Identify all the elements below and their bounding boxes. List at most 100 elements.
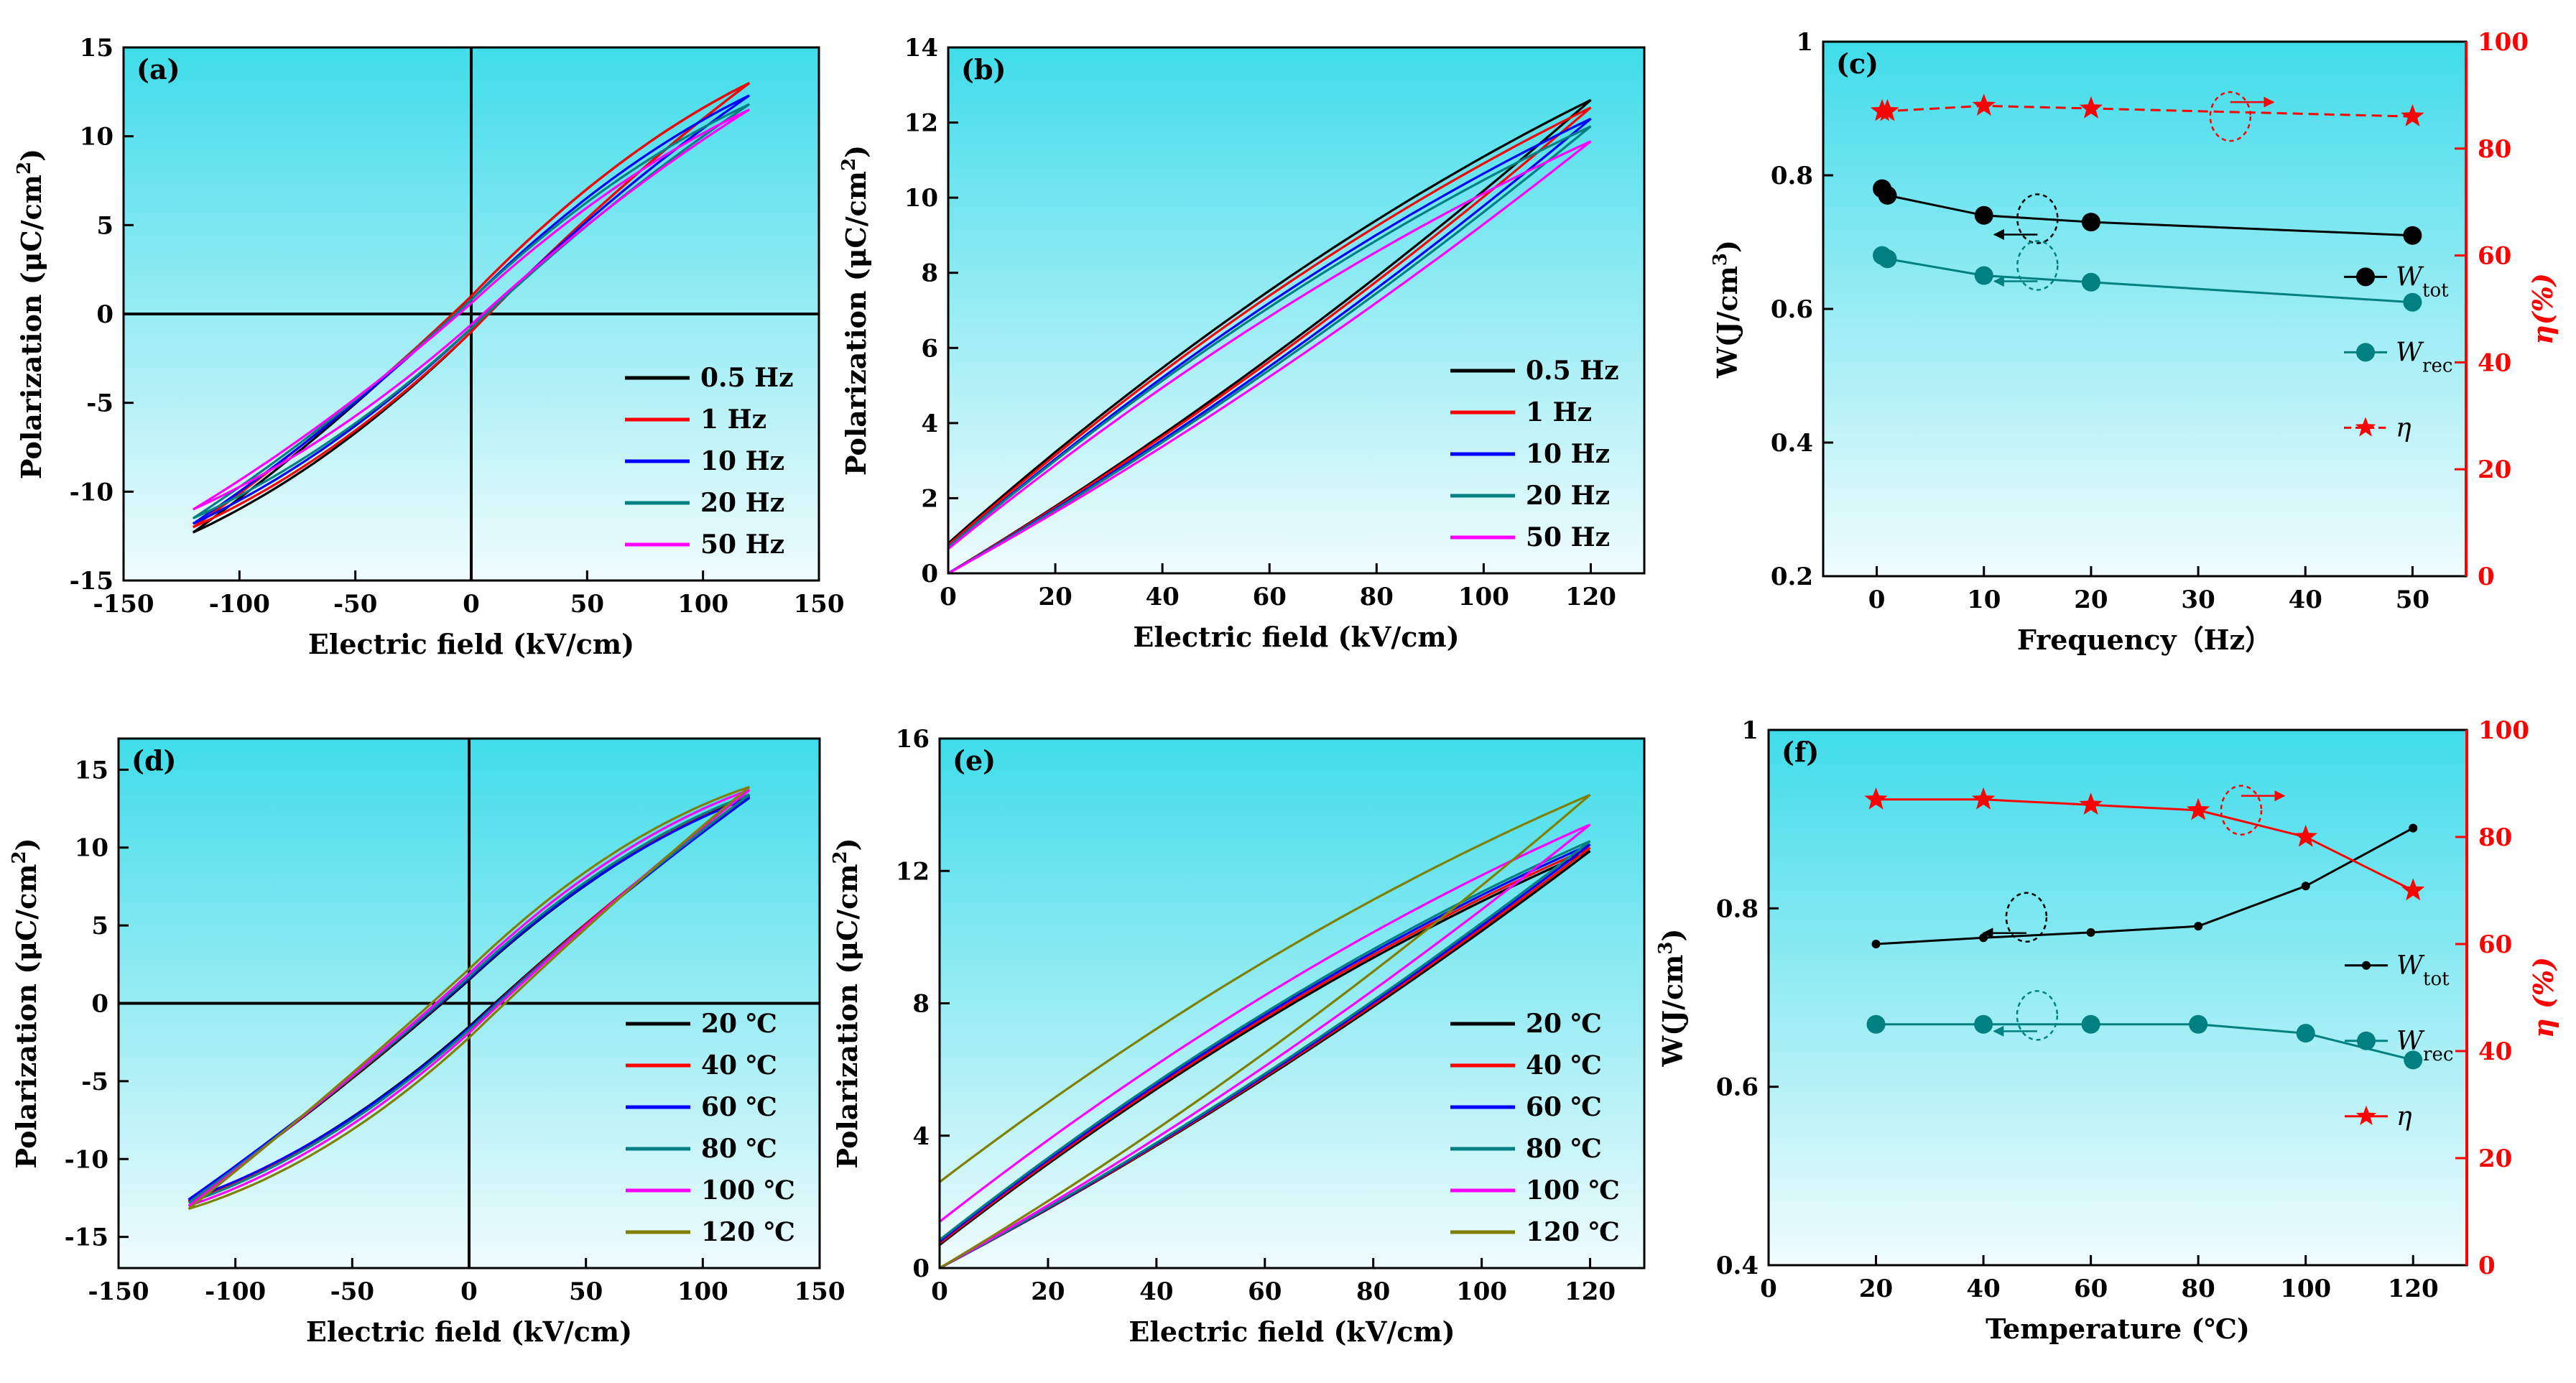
y-tick-label-12: 12 (904, 109, 938, 138)
legend-label-20: 20 ℃ (701, 1009, 777, 1039)
legend: 0.5 Hz 1 Hz 10 Hz 20 Hz 50 Hz (625, 363, 794, 560)
x-axis: 0 20 40 60 80 100 120 Electric field (kV/cm) (940, 563, 1616, 653)
series-line-Wtot (1876, 827, 2414, 945)
y-tick-label--5: -5 (86, 389, 113, 418)
x-tick-label-40: 40 (1145, 583, 1179, 611)
data-point-Wrec-4 (2403, 292, 2422, 312)
x-tick-label-20: 20 (2074, 586, 2108, 614)
series-line-100 (187, 788, 751, 1207)
legend: 20 ℃ 40 ℃ 60 ℃ 80 ℃ 100 ℃ 120 ℃ (626, 1009, 795, 1247)
series-line-Wrec (1876, 1023, 2414, 1061)
y-tick-label-0: 0 (91, 990, 108, 1019)
x-tick-label-120: 120 (2388, 1275, 2439, 1303)
y-axis-title: Polarization (μC/cm2) (838, 145, 872, 476)
y-tick-label--15: -15 (65, 1224, 108, 1252)
y-axis-title: Polarization (μC/cm2) (830, 838, 863, 1168)
data-point-Wtot-4 (2301, 882, 2310, 891)
indicator-circle (2005, 892, 2048, 943)
panel-label: (a) (136, 53, 180, 85)
y-axis-title: W(J/cm3) (1655, 929, 1689, 1068)
legend-marker (2362, 961, 2371, 970)
legend: 20 ℃ 40 ℃ 60 ℃ 80 ℃ 100 ℃ 120 ℃ (1450, 1009, 1620, 1247)
data-point--5 (2401, 878, 2425, 901)
x-axis: 0 20 40 60 80 100 120 Temperature (℃) (1760, 1255, 2439, 1345)
legend-label-1-Hz: 1 Hz (700, 404, 766, 435)
legend-label-: η (2396, 1102, 2412, 1132)
data-point--4 (2294, 825, 2317, 847)
plot-background (948, 47, 1644, 573)
plot-area (948, 98, 1592, 573)
x-tick-label-30: 30 (2181, 586, 2215, 614)
legend-marker (2356, 267, 2375, 287)
legend-marker (2355, 1105, 2377, 1125)
series-line-120 (187, 785, 751, 1211)
data-point-Wrec-5 (2404, 1050, 2423, 1070)
x-tick-label-120: 120 (1565, 583, 1616, 611)
x-tick-label-50: 50 (2396, 586, 2429, 614)
y-tick-label-0.8: 0.8 (1716, 894, 1759, 923)
series-line-100 (940, 823, 1591, 1268)
plot-area (192, 82, 751, 534)
y-axis: -15 -10 -5 0 5 10 15 Polarization (μC/cm2) (14, 34, 134, 596)
y-tick-label-8: 8 (921, 259, 938, 288)
x-axis-title: Temperature (℃) (1986, 1313, 2250, 1345)
legend-marker (2356, 343, 2375, 362)
x-tick-label-20: 20 (1859, 1275, 1893, 1303)
x-tick-label-20: 20 (1038, 583, 1072, 611)
y-axis: 0 2 4 6 8 10 12 14 Polarization (μC/cm2) (838, 34, 958, 588)
y-axis: 0 4 8 12 16 Polarization (μC/cm2) (830, 725, 950, 1283)
y-axis: 0.2 0.4 0.6 0.8 1 W(J/cm3) (1710, 28, 1833, 591)
x-tick-label-60: 60 (1253, 583, 1287, 611)
panel-label: (e) (953, 744, 996, 777)
series-line-50-Hz (948, 140, 1592, 573)
y-tick-label-16: 16 (896, 725, 930, 754)
series-line-80 (940, 840, 1591, 1268)
axis-indicators (1982, 785, 2286, 1041)
legend-label-60: 60 ℃ (1526, 1092, 1602, 1122)
y-tick-label-0: 0 (912, 1254, 930, 1283)
x-axis: -150 -100 -50 0 50 100 150 Electric field (kV/c… (93, 570, 844, 660)
y-axis: 0.4 0.6 0.8 1 W(J/cm3) (1655, 716, 1779, 1280)
right-tick-label-80: 80 (2478, 135, 2511, 164)
data-point-Wrec-4 (2296, 1024, 2315, 1043)
legend-label-20: 20 ℃ (1526, 1009, 1602, 1039)
x-tick-label--150: -150 (88, 1277, 149, 1306)
data-point-Wtot-1 (1878, 185, 1897, 205)
series-line-10-Hz (948, 117, 1592, 573)
legend-label-1-Hz: 1 Hz (1526, 397, 1592, 427)
y-tick-label-0: 0 (96, 300, 113, 329)
right-axis: 0 20 40 60 80 100 η(%) (2455, 28, 2559, 591)
indicator-circle (2220, 785, 2263, 836)
y-tick-label-0.2: 0.2 (1771, 563, 1813, 591)
legend-label-80: 80 ℃ (701, 1134, 777, 1164)
y-axis-title: W(J/cm3) (1710, 240, 1743, 379)
x-tick-label-0: 0 (460, 1277, 478, 1306)
plot-area (1864, 785, 2425, 1070)
y-tick-label-14: 14 (904, 34, 938, 63)
y-tick-label--10: -10 (65, 1145, 108, 1174)
right-tick-label-100: 100 (2478, 28, 2529, 57)
right-tick-label-0: 0 (2478, 563, 2495, 591)
legend-label-0.5-Hz: 0.5 Hz (700, 363, 794, 393)
data-point-Wtot-0 (1871, 940, 1881, 948)
y-tick-label-1: 1 (1741, 716, 1759, 745)
y-tick-label-0: 0 (921, 560, 938, 588)
plot-area (187, 785, 751, 1211)
legend-label-20-Hz: 20 Hz (1526, 481, 1610, 511)
data-point-Wrec-2 (2081, 1014, 2100, 1034)
panel-label: (d) (131, 744, 177, 777)
x-tick-label-80: 80 (1356, 1277, 1390, 1306)
x-axis-title: Electric field (kV/cm) (306, 1315, 632, 1348)
legend-label-10-Hz: 10 Hz (700, 446, 784, 476)
y-tick-label-15: 15 (80, 34, 113, 63)
indicator-circle (2209, 91, 2252, 142)
legend-marker (2355, 417, 2376, 437)
y-tick-label-8: 8 (912, 990, 930, 1019)
series-line- (1876, 798, 2414, 892)
series-line-50-Hz (192, 108, 751, 511)
data-point--3 (2186, 797, 2210, 820)
y-tick-label-0.4: 0.4 (1771, 429, 1813, 458)
data-point-Wtot-2 (2086, 928, 2095, 937)
